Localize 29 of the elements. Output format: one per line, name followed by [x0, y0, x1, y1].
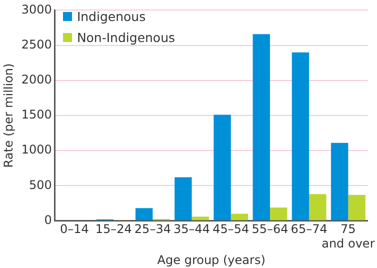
legend-label: Indigenous: [76, 9, 146, 24]
y-tick-label: 1500: [21, 108, 52, 122]
bar: [214, 114, 231, 220]
x-tick-label: 35–44: [174, 222, 210, 236]
bar: [252, 34, 270, 220]
legend-label: Non-Indigenous: [76, 30, 176, 46]
x-tick-label: 25–34: [134, 222, 171, 236]
bar: [348, 194, 366, 220]
y-tick-label: 2000: [21, 72, 52, 87]
x-tick-label: 15–24: [95, 222, 132, 236]
x-axis-title: Age group (years): [157, 252, 266, 267]
bar: [270, 207, 288, 220]
bar: [174, 177, 192, 220]
x-tick-label: 65–74: [290, 222, 328, 236]
x-tick-label: 0–14: [60, 222, 89, 236]
y-tick-label: 1000: [21, 142, 52, 157]
y-tick-label: 3000: [21, 2, 52, 16]
bar: [292, 52, 310, 220]
bar: [230, 214, 248, 220]
bar: [309, 194, 326, 220]
y-axis-title: Rate (per million): [1, 63, 16, 168]
y-tick-label: 2500: [21, 37, 52, 52]
bar: [330, 142, 348, 220]
bar: [192, 216, 209, 220]
y-tick-label: 500: [29, 178, 52, 192]
x-tick-label: 55–64: [252, 222, 288, 236]
x-tick-label: 45–54: [212, 222, 250, 236]
y-tick-label: 0: [44, 212, 52, 227]
bar: [135, 208, 153, 220]
